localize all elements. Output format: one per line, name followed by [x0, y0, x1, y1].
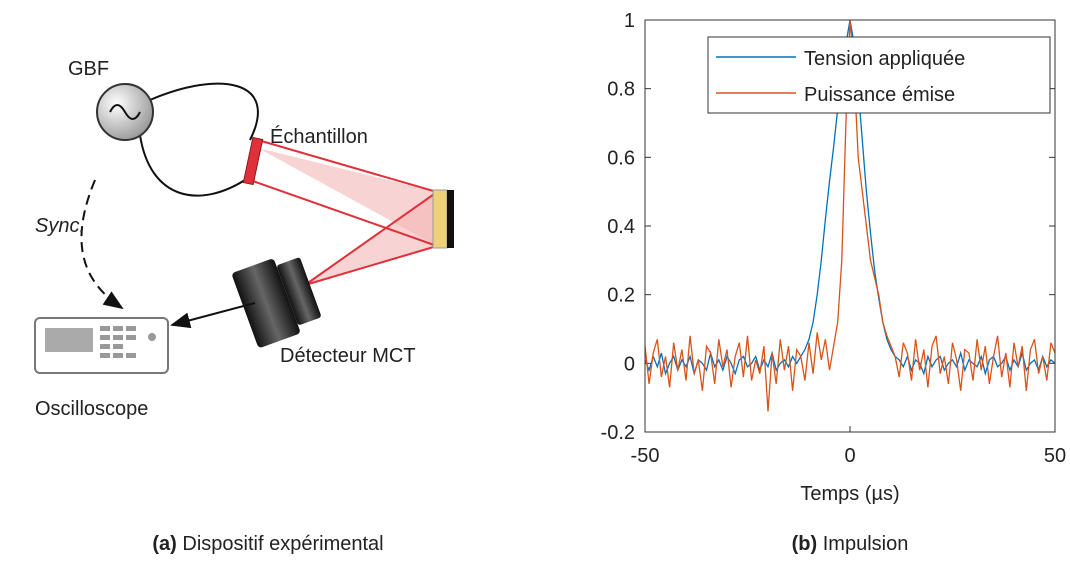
caption-text: Impulsion	[823, 533, 909, 555]
x-axis-label: Temps (µs)	[800, 483, 899, 505]
sample	[242, 136, 264, 186]
legend-label: Tension appliquée	[804, 48, 965, 70]
buttons	[100, 326, 156, 358]
legend-label: Puissance émise	[804, 84, 955, 106]
y-tick-label: 0.4	[607, 216, 635, 238]
chart: Temps (µs) (b) Impulsion -0.2 0 0.2 0.4 0.6 0…	[601, 10, 1067, 555]
legend-box	[707, 36, 1051, 114]
beam	[258, 148, 437, 246]
caption-label: (a)	[152, 533, 176, 555]
sample-label: Échantillon	[270, 125, 368, 148]
caption-text: Dispositif expérimental	[182, 533, 383, 555]
y-tick-label: 0.6	[607, 147, 635, 169]
x-tick-label: -50	[631, 445, 660, 467]
mirror	[432, 189, 448, 249]
screen	[45, 328, 93, 352]
gbf-label: GBF	[68, 58, 109, 80]
y-tick-label: 0.2	[607, 285, 635, 307]
sync-arrow	[80, 179, 124, 310]
caption-label: (b)	[792, 533, 818, 555]
signal-arrow	[170, 302, 256, 329]
plot-frame	[644, 19, 1056, 433]
detector-label: Détecteur MCT	[280, 345, 416, 367]
wire	[139, 134, 249, 197]
x-tick-label: 0	[844, 445, 855, 467]
mirror-back	[447, 190, 454, 248]
detector	[232, 257, 321, 348]
y-tick-label: 0.8	[607, 79, 635, 101]
oscilloscope-label: Oscilloscope	[35, 398, 148, 420]
y-tick-label: 0	[624, 353, 635, 375]
x-tick-label: 50	[1044, 445, 1066, 467]
beam-lines	[249, 139, 438, 286]
wire	[149, 82, 259, 141]
diagram: GBF Échantillon Sync. Détecteur MCT Osci…	[34, 58, 454, 555]
y-tick-label: -0.2	[601, 422, 635, 444]
caption: (b) Impulsion	[792, 533, 909, 555]
caption: (a) Dispositif expérimental	[152, 533, 383, 555]
y-tick-label: 1	[624, 10, 635, 32]
sine-icon	[109, 104, 141, 120]
sync-label: Sync.	[35, 215, 85, 237]
